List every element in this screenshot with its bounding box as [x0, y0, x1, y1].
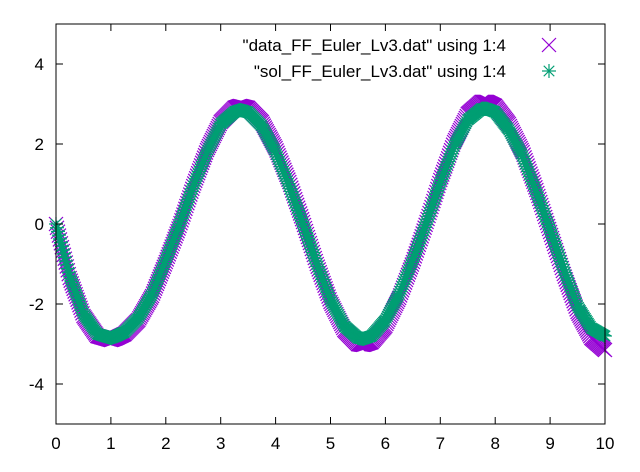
- legend: "data_FF_Euler_Lv3.dat" using 1:4 "sol_FF…: [243, 36, 557, 81]
- y-tick-label: 0: [35, 215, 44, 234]
- x-tick-label: 8: [490, 434, 499, 453]
- legend-marker: [541, 37, 557, 53]
- legend-label: "sol_FF_Euler_Lv3.dat" using 1:4: [254, 62, 506, 81]
- y-tick-label: -2: [29, 295, 44, 314]
- x-tick-label: 4: [271, 434, 280, 453]
- x-tick-label: 1: [106, 434, 115, 453]
- y-tick-label: 4: [35, 55, 44, 74]
- x-tick-label: 5: [326, 434, 335, 453]
- asterisk-marker: [184, 184, 199, 199]
- x-tick-label: 0: [51, 434, 60, 453]
- asterisk-marker: [523, 169, 538, 184]
- y-tick-label: 2: [35, 135, 44, 154]
- x-tick-label: 6: [381, 434, 390, 453]
- asterisk-marker: [311, 262, 326, 277]
- legend-label: "data_FF_Euler_Lv3.dat" using 1:4: [243, 36, 506, 55]
- x-tick-label: 2: [161, 434, 170, 453]
- x-tick-label: 9: [545, 434, 554, 453]
- asterisk-marker: [273, 157, 288, 172]
- data-marks: [48, 94, 613, 358]
- legend-marker: [542, 64, 556, 78]
- x-tick-label: 7: [436, 434, 445, 453]
- asterisk-marker: [73, 298, 88, 313]
- x-tick-label: 10: [596, 434, 615, 453]
- axis-ticks: 0 1 2 3 4 5 6 7 8 9 10 -4 -2 0 2 4: [29, 24, 615, 453]
- series-sol: [49, 101, 612, 346]
- plot-frame: [55, 23, 606, 425]
- asterisk-marker: [404, 255, 419, 270]
- y-tick-label: -4: [29, 375, 44, 394]
- x-tick-label: 3: [216, 434, 225, 453]
- asterisk-marker: [194, 159, 209, 174]
